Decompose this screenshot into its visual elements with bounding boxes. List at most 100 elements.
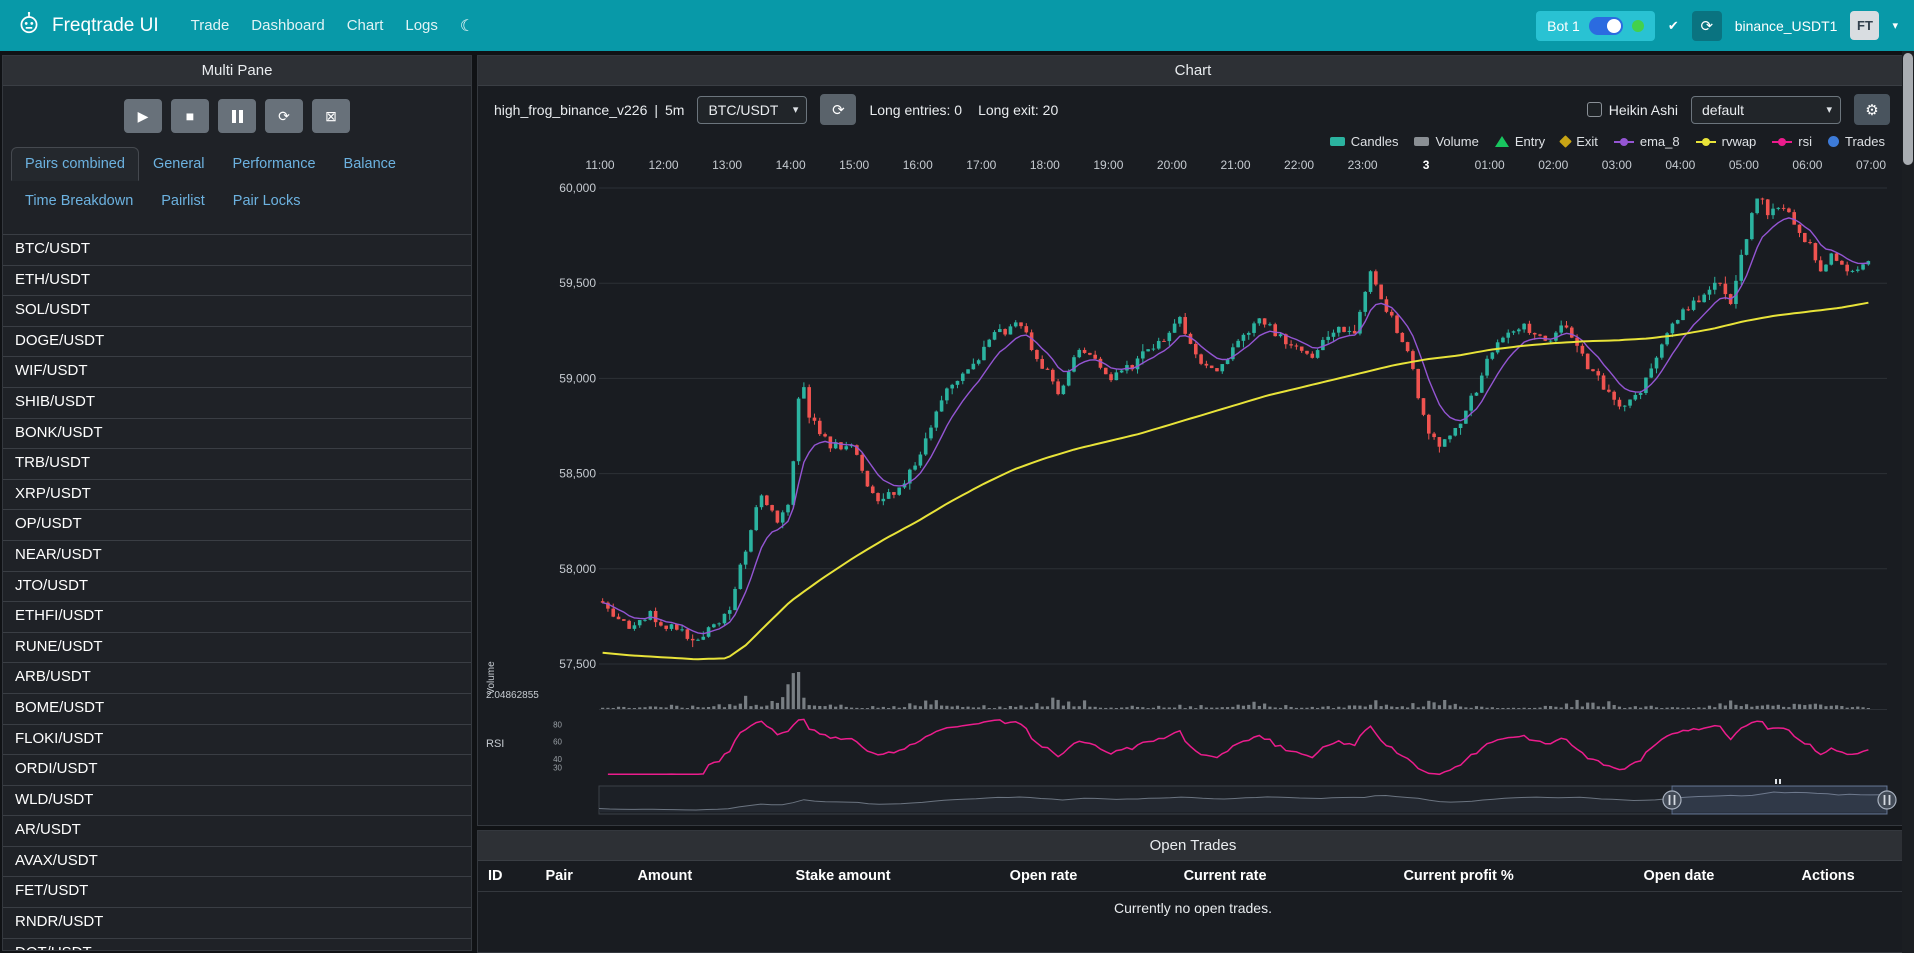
top-navbar: Freqtrade UI Trade Dashboard Chart Logs ☾ B… [0,0,1914,51]
strategy-name: high_frog_binance_v226 [494,101,648,118]
legend-item[interactable]: Entry [1494,134,1545,149]
exchange-account-label: binance_USDT1 [1734,17,1838,34]
bot-selector[interactable]: Bot 1 [1536,10,1655,41]
avatar[interactable]: FT [1850,11,1880,40]
pair-list-item[interactable]: ARB/USDT [3,663,471,694]
pair-list-item[interactable]: WIF/USDT [3,357,471,388]
svg-text:22:00: 22:00 [1284,158,1314,172]
table-column-header[interactable]: Stake amount [785,861,1000,892]
legend-label: Volume [1435,134,1479,149]
long-exits-label: Long exit: 20 [978,101,1059,118]
pair-list-item[interactable]: SOL/USDT [3,296,471,327]
reload-config-button[interactable]: ⟳ [265,99,303,133]
table-column-header[interactable]: Current rate [1173,861,1394,892]
svg-text:07:00: 07:00 [1856,158,1886,172]
tab[interactable]: Balance [343,156,396,172]
theme-toggle-icon[interactable]: ☾ [459,17,475,35]
bot-controls: ▶ ■ ⟳ ⊠ [3,99,471,133]
legend-item[interactable]: rsi [1772,134,1812,149]
nav-item[interactable]: Chart [346,17,384,34]
datazoom-handle[interactable] [1662,790,1682,810]
legend-label: Exit [1576,134,1598,149]
clear-chart-button[interactable]: ⊠ [312,99,350,133]
nav-item[interactable]: Dashboard [251,17,325,34]
refresh-chart-button[interactable]: ⟳ [820,94,857,125]
pair-list-item[interactable]: OP/USDT [3,510,471,541]
table-column-header[interactable]: Actions [1791,861,1908,892]
pair-list-item[interactable]: BTC/USDT [3,235,471,266]
plot-config-select[interactable]: default [1691,95,1841,124]
legend-item[interactable]: Trades [1828,134,1885,149]
legend-item[interactable]: rvwap [1695,134,1756,149]
strategy-label: high_frog_binance_v226 | 5m [494,102,684,118]
pair-list-item[interactable]: RNDR/USDT [3,908,471,939]
table-column-header[interactable]: ID [478,861,536,892]
pair-list-item[interactable]: BONK/USDT [3,419,471,450]
pair-list-item[interactable]: SHIB/USDT [3,388,471,419]
tab[interactable]: Performance [232,156,316,172]
tab[interactable]: General [152,156,205,172]
table-column-header[interactable]: Open rate [999,861,1174,892]
pair-list-item[interactable]: DOGE/USDT [3,327,471,358]
pair-list-item[interactable]: ORDI/USDT [3,755,471,786]
tab[interactable]: Time Breakdown [25,193,134,209]
legend-item[interactable]: ema_8 [1613,134,1680,149]
plot-settings-button[interactable]: ⚙ [1854,94,1890,125]
svg-text:17:00: 17:00 [966,158,996,172]
pair-list-item[interactable]: TRB/USDT [3,449,471,480]
svg-text:06:00: 06:00 [1792,158,1822,172]
pair-list-item[interactable]: ETHFI/USDT [3,602,471,633]
pause-bot-button[interactable] [218,99,256,133]
stop-bot-button[interactable]: ■ [171,99,209,133]
navbar-right: Bot 1 ✔ ⟳ binance_USDT1 FT ▾ [1536,10,1898,41]
legend-item[interactable]: Exit [1559,134,1598,149]
svg-text:2.04862855: 2.04862855 [486,690,539,701]
table-column-header[interactable]: Pair [535,861,628,892]
refresh-icon: ⟳ [1700,17,1714,35]
tab[interactable]: Pairlist [161,193,205,209]
pair-list-item[interactable]: JTO/USDT [3,572,471,603]
svg-text:15:00: 15:00 [839,158,869,172]
pair-list-item[interactable]: BOME/USDT [3,694,471,725]
heikin-ashi-checkbox[interactable] [1586,102,1602,117]
datazoom-handle[interactable] [1877,790,1897,810]
nav-item[interactable]: Trade [190,17,230,34]
tab[interactable]: Pairs combined [11,147,139,181]
scrollbar-thumb[interactable] [1903,53,1913,165]
pair-list-item[interactable]: XRP/USDT [3,480,471,511]
svg-text:13:00: 13:00 [712,158,742,172]
svg-text:18:00: 18:00 [1030,158,1060,172]
pair-list-item[interactable]: DOT/USDT [3,939,471,950]
check-icon: ✔ [1667,17,1679,33]
legend-label: ema_8 [1639,134,1680,149]
play-icon: ▶ [137,107,149,124]
table-column-header[interactable]: Amount [627,861,786,892]
pair-list-item[interactable]: AVAX/USDT [3,847,471,878]
chevron-down-icon[interactable]: ▾ [1892,20,1898,32]
datazoom-slider[interactable] [598,779,1897,815]
legend-item[interactable]: Candles [1329,134,1398,149]
table-column-header[interactable]: Current profit % [1393,861,1634,892]
reload-bot-button[interactable]: ⟳ [1691,10,1722,41]
multi-pane-panel: Multi Pane ▶ ■ ⟳ ⊠ Pairs combined General… [2,55,472,951]
tab[interactable]: Pair Locks [232,193,301,209]
start-bot-button[interactable]: ▶ [124,99,162,133]
bot-toggle-switch[interactable] [1588,16,1623,35]
legend-item[interactable]: Volume [1414,134,1479,149]
pair-list-item[interactable]: RUNE/USDT [3,633,471,664]
legend-label: rsi [1798,134,1813,149]
pair-list-item[interactable]: ETH/USDT [3,266,471,297]
pair-list-item[interactable]: NEAR/USDT [3,541,471,572]
nav-item[interactable]: Logs [405,17,438,34]
pair-list-item[interactable]: WLD/USDT [3,786,471,817]
datazoom-window[interactable] [1671,785,1888,815]
pair-list-item[interactable]: AR/USDT [3,816,471,847]
pair-list-item[interactable]: FET/USDT [3,877,471,909]
table-header-row: ID Pair Amount Stake amount Open rate Current… [478,861,1908,892]
brand[interactable]: Freqtrade UI [16,10,159,41]
pair-list-item[interactable]: FLOKI/USDT [3,725,471,756]
svg-text:03:00: 03:00 [1602,158,1632,172]
table-column-header[interactable]: Open date [1633,861,1792,892]
pair-select[interactable]: BTC/USDT [697,95,808,124]
price-chart[interactable]: 60,000 59,500 59,000 58,500 58,000 57,500 11:0… [478,151,1909,819]
